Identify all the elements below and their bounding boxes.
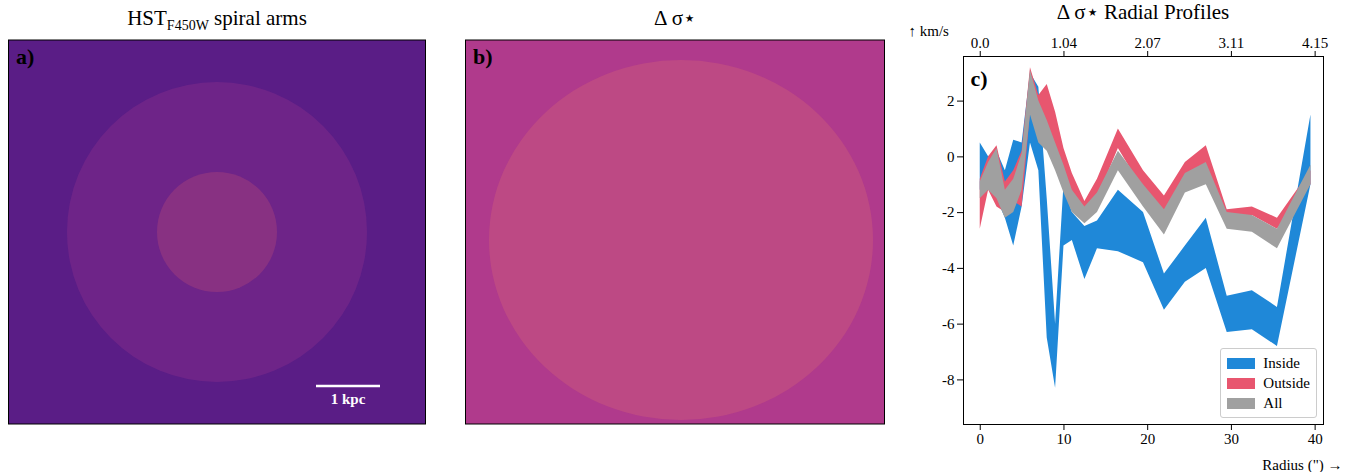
svg-text:3.11: 3.11 [1219, 35, 1245, 51]
svg-text:↑ km/s: ↑ km/s [909, 23, 950, 39]
svg-text:-8: -8 [942, 372, 955, 388]
svg-text:Radius (") →: Radius (") → [1262, 457, 1342, 473]
svg-text:0: 0 [976, 431, 984, 447]
html-text:Inside: Inside [1263, 354, 1300, 371]
html-text:Outside: Outside [1263, 374, 1310, 391]
html-text:All: All [1263, 394, 1283, 411]
svg-text:b): b) [473, 44, 493, 69]
svg-text:c): c) [971, 66, 988, 91]
svg-text:30: 30 [1224, 431, 1239, 447]
html-text:HSTF450Wspiral arms: HSTF450Wspiral arms [127, 6, 307, 34]
html-text:Δ σ⋆: Δ σ⋆ [654, 6, 696, 30]
svg-text:2: 2 [947, 93, 955, 109]
svg-text:0.0: 0.0 [971, 35, 990, 51]
svg-text:40: 40 [1308, 431, 1323, 447]
svg-text:-6: -6 [942, 316, 955, 332]
svg-text:1.04: 1.04 [1051, 35, 1078, 51]
svg-text:a): a) [16, 44, 34, 69]
svg-text:20: 20 [1140, 431, 1155, 447]
svg-text:4.15: 4.15 [1302, 35, 1328, 51]
svg-text:0: 0 [947, 149, 955, 165]
svg-text:2.07: 2.07 [1135, 35, 1162, 51]
svg-text:-4: -4 [942, 260, 955, 276]
svg-text:1 kpc: 1 kpc [331, 391, 366, 407]
html-text:Δ σ⋆ Radial Profiles: Δ σ⋆ Radial Profiles [1056, 0, 1230, 24]
svg-text:10: 10 [1056, 431, 1071, 447]
svg-text:-2: -2 [942, 204, 955, 220]
